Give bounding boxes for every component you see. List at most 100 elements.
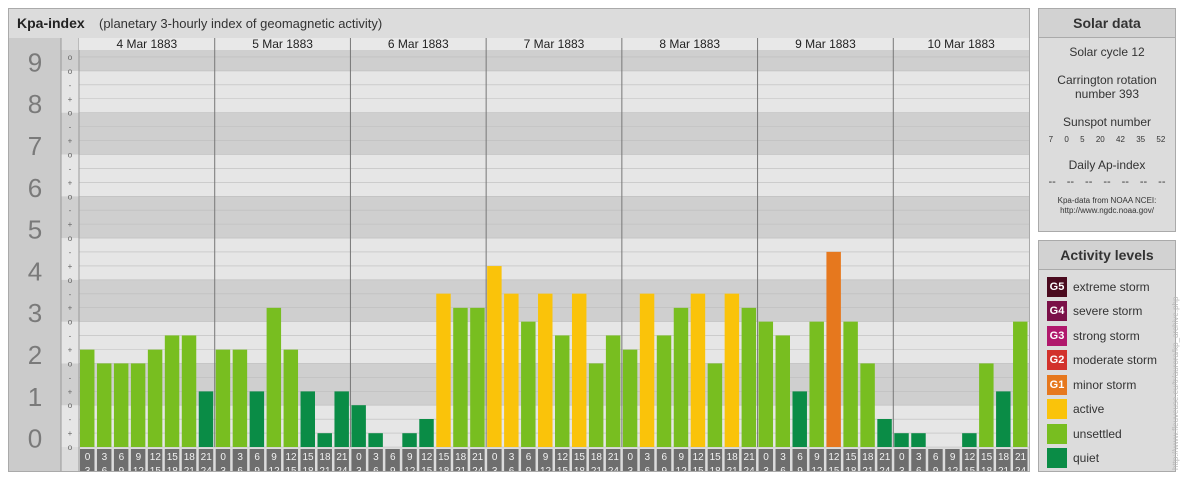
time-start-label: 9 (136, 452, 142, 463)
activity-levels-heading: Activity levels (1039, 241, 1175, 270)
kp-bar (351, 405, 366, 447)
time-start-label: 15 (845, 452, 857, 463)
kp-bar (809, 321, 824, 447)
y-minor-tick: - (69, 290, 72, 299)
kp-bar (894, 433, 909, 447)
ap-values: -- -- -- -- -- -- -- (1039, 176, 1175, 188)
y-tick-label: 1 (28, 382, 42, 412)
y-minor-tick: + (68, 137, 73, 146)
y-minor-tick: o (68, 276, 73, 285)
y-tick-label: 3 (28, 298, 42, 328)
time-start-label: 21 (744, 452, 756, 463)
time-cell (521, 449, 536, 471)
kp-bar (792, 391, 807, 447)
chart-header: Kpa-index (planetary 3-hourly index of g… (9, 9, 1029, 37)
kp-bar (724, 293, 740, 447)
day-label: 6 Mar 1883 (388, 37, 449, 51)
time-end-label: 18 (438, 466, 450, 471)
time-start-label: 18 (319, 452, 331, 463)
y-tick-label: 4 (28, 256, 42, 286)
y-tick-label: 8 (28, 89, 42, 119)
time-end-label: 21 (319, 466, 331, 471)
time-cell (113, 449, 129, 471)
time-cell (571, 449, 587, 471)
level-swatch (1047, 424, 1067, 444)
time-cell (402, 449, 417, 471)
kpa-bar-chart: 0123456789o+-o+-o+-o+-o+-o+-o+-o+-o+-oo4… (9, 37, 1029, 471)
time-end-label: 24 (608, 466, 620, 471)
kp-band (61, 50, 1029, 71)
time-start-label: 0 (628, 452, 634, 463)
kp-bar (96, 363, 112, 447)
time-cell (860, 449, 875, 471)
level-label: severe storm (1073, 304, 1143, 318)
y-minor-tick: o (68, 150, 73, 159)
time-cell (758, 449, 774, 471)
credit-url: http://www.ngdc.noaa.gov/ (1060, 206, 1154, 215)
kp-bar (402, 433, 417, 447)
kp-bar (181, 335, 197, 447)
y-minor-tick: + (68, 220, 73, 229)
kp-bar (741, 307, 757, 447)
time-cell (487, 449, 502, 471)
time-cell (385, 449, 400, 471)
y-minor-tick: o (68, 443, 73, 452)
chart-title: Kpa-index (17, 15, 85, 31)
level-swatch: G1 (1047, 375, 1067, 395)
time-start-label: 12 (557, 452, 569, 463)
y-minor-tick: - (69, 332, 72, 341)
time-cell (96, 449, 112, 471)
time-start-label: 9 (407, 452, 413, 463)
time-cell (724, 449, 740, 471)
kp-bar (673, 307, 689, 447)
day-label: 4 Mar 1883 (117, 37, 178, 51)
time-end-label: 9 (933, 466, 939, 471)
sunspot-value: 20 (1095, 135, 1105, 144)
time-start-label: 3 (373, 452, 379, 463)
time-start-label: 15 (981, 452, 993, 463)
time-start-label: 15 (710, 452, 722, 463)
time-end-label: 6 (916, 466, 922, 471)
y-tick-label: 5 (28, 215, 42, 245)
time-start-label: 9 (678, 452, 684, 463)
ap-value: -- (1139, 176, 1148, 188)
sunspot-value: 42 (1116, 135, 1125, 144)
time-cell (351, 449, 366, 471)
time-cell (741, 449, 757, 471)
time-end-label: 3 (628, 466, 634, 471)
time-end-label: 6 (645, 466, 651, 471)
time-cell (538, 449, 553, 471)
kp-bar (996, 391, 1011, 447)
time-start-label: 3 (237, 452, 243, 463)
time-end-label: 18 (302, 466, 314, 471)
time-end-label: 21 (998, 466, 1010, 471)
sunspot-value: 0 (1064, 135, 1069, 144)
time-start-label: 15 (302, 452, 314, 463)
kp-band (61, 238, 1029, 280)
time-cell (300, 449, 315, 471)
level-label: strong storm (1073, 329, 1140, 343)
time-cell (622, 449, 638, 471)
time-end-label: 6 (237, 466, 243, 471)
time-end-label: 18 (167, 466, 179, 471)
day-label: 10 Mar 1883 (927, 37, 995, 51)
time-cell (1013, 449, 1028, 471)
level-swatch: G4 (1047, 301, 1067, 321)
time-start-label: 0 (899, 452, 905, 463)
time-end-label: 15 (421, 466, 433, 471)
time-end-label: 15 (693, 466, 705, 471)
kp-band (61, 196, 1029, 239)
time-cell (470, 449, 485, 471)
time-start-label: 21 (472, 452, 484, 463)
time-start-label: 12 (285, 452, 297, 463)
time-end-label: 18 (710, 466, 722, 471)
time-end-label: 21 (591, 466, 603, 471)
kp-bar (113, 363, 129, 447)
time-start-label: 6 (933, 452, 939, 463)
time-start-label: 21 (1015, 452, 1027, 463)
kp-bar (283, 349, 299, 447)
time-end-label: 21 (862, 466, 874, 471)
time-end-label: 12 (269, 466, 281, 471)
kp-bar (504, 293, 519, 447)
time-cell (588, 449, 604, 471)
